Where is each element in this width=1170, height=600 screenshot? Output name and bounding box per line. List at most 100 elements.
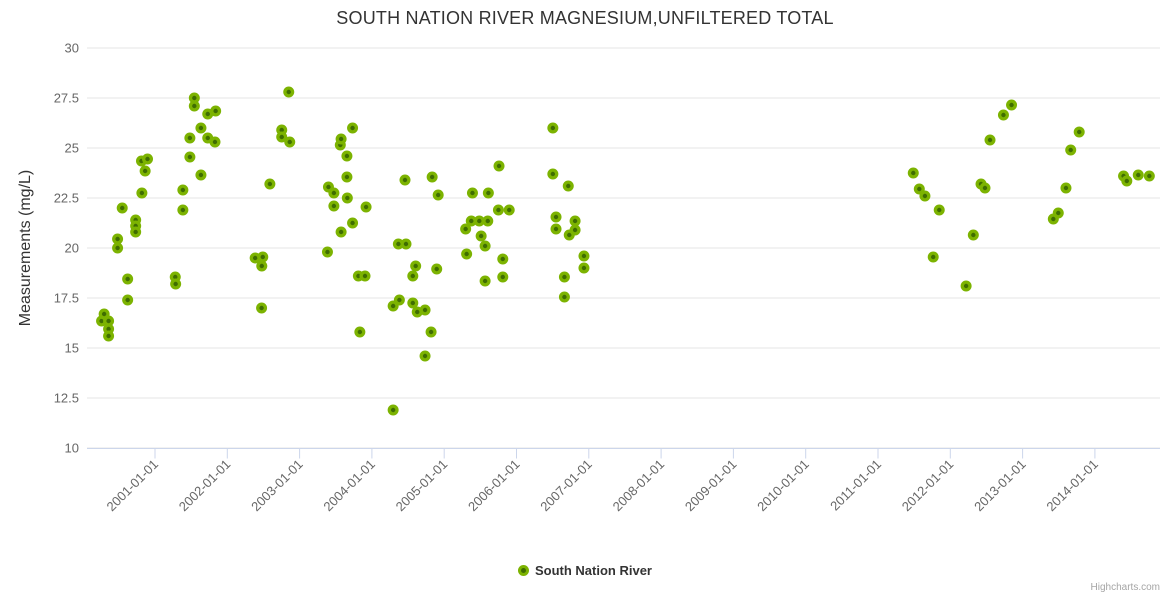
data-point-center [363,204,369,210]
data-point-center [356,273,361,279]
x-axis-tick-label: 2001-01-01 [103,457,161,515]
y-axis-tick-label: 22.5 [54,191,79,206]
data-point-center [1068,147,1073,153]
data-point-center [413,263,418,269]
data-point-center [482,243,488,249]
data-point-center [1009,102,1014,108]
data-point-center [344,153,350,159]
data-point-center [496,163,502,169]
data-point-center [1147,173,1152,179]
data-point-center [331,203,337,209]
data-point-center [507,207,512,213]
data-point-center [463,226,468,232]
data-point-center [101,311,107,317]
data-point-center [550,125,556,131]
data-point-center [139,190,145,196]
data-point-center [396,241,401,247]
data-point-center [470,190,475,196]
data-point-center [477,218,482,224]
x-axis-tick-label: 2013-01-01 [971,457,1029,515]
data-point-center [987,137,993,143]
data-point-center [469,218,474,224]
data-point-center [142,168,148,174]
data-point-center [422,307,428,313]
data-point-center [581,265,587,271]
y-axis-tick-label: 25 [65,141,79,156]
x-axis-tick-label: 2012-01-01 [899,457,957,515]
data-point-center [198,172,204,178]
legend-marker-icon [517,565,529,576]
data-point-center [434,266,439,272]
data-point-center [106,333,111,339]
data-point-center [415,309,420,315]
data-point-center [287,139,292,145]
x-axis-tick-label: 2010-01-01 [754,457,812,515]
data-point-center [422,353,428,359]
data-point-center [259,305,264,311]
data-point-center [1051,216,1056,222]
data-point-center [435,192,441,198]
data-point-center [410,273,416,279]
x-axis-tick-label: 2002-01-01 [176,457,234,515]
y-axis-tick-label: 10 [65,441,79,456]
x-axis-tick-label: 2007-01-01 [537,457,595,515]
data-point-center [192,103,197,109]
data-point-center [390,407,396,413]
data-point-center [482,278,488,284]
data-point-center [260,254,265,260]
data-point-center [345,195,350,201]
data-point-center [125,297,130,303]
data-point-center [173,274,178,280]
data-point-center [464,251,469,257]
x-axis-tick-label: 2011-01-01 [827,457,884,514]
x-axis-tick-label: 2008-01-01 [610,457,668,515]
data-point-center [1063,185,1069,191]
data-point-center [931,254,936,260]
data-point-center [106,326,111,332]
legend-series-label: South Nation River [534,563,652,578]
data-point-center [125,276,130,282]
legend[interactable]: South Nation River [0,563,1170,578]
data-point-center [428,329,434,335]
x-axis-tick-label: 2014-01-01 [1043,457,1101,515]
highcharts-credit[interactable]: Highcharts.com [1090,582,1160,593]
data-point-center [496,207,501,213]
data-point-center [205,135,210,141]
data-point-center [331,190,337,196]
data-point-center [350,220,355,226]
y-axis-tick-label: 17.5 [54,291,79,306]
x-axis-tick-label: 2009-01-01 [682,457,740,515]
data-point-center [357,329,363,335]
data-point-center [180,187,186,193]
data-point-center [362,273,368,279]
data-point-center [1001,112,1006,118]
data-point-center [1056,210,1061,216]
data-point-center [145,156,150,162]
data-point-center [205,111,210,117]
data-point-center [259,263,264,269]
data-point-center [99,318,104,324]
data-point-center [553,214,559,220]
data-point-center [911,170,916,176]
data-point-center [325,249,330,255]
data-point-center [115,236,120,242]
data-point-center [403,241,409,247]
data-point-center [326,184,331,190]
data-point-center [173,281,178,287]
data-point-center [279,134,284,140]
y-axis-tick-label: 12.5 [54,391,79,406]
data-point-center [180,207,186,213]
data-point-center [187,154,193,160]
data-point-center [344,174,350,180]
data-point-center [562,294,567,300]
data-point-center [971,232,976,238]
data-point-center [500,274,505,280]
data-point-center [402,177,408,183]
data-point-center [917,186,922,192]
data-point-center [566,183,571,189]
data-point-center [410,300,416,306]
x-axis-tick-label: 2006-01-01 [465,457,523,515]
data-point-center [1077,129,1082,135]
